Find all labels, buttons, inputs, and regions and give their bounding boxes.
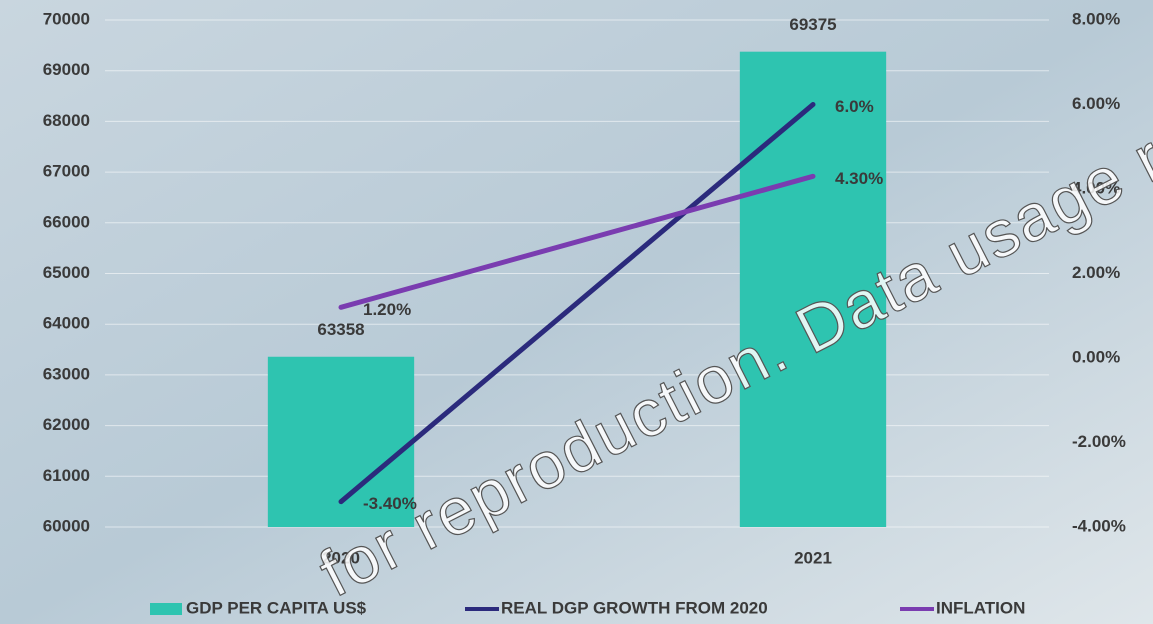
y2-tick-label: -4.00% — [1072, 516, 1126, 535]
data-label: 63358 — [317, 320, 364, 339]
y-tick-label: 63000 — [43, 364, 90, 383]
x-tick-label: 2020 — [322, 548, 360, 567]
y-tick-label: 66000 — [43, 212, 90, 231]
y-tick-label: 70000 — [43, 9, 90, 28]
y2-tick-label: 4.00% — [1072, 178, 1120, 197]
y-tick-label: 60000 — [43, 516, 90, 535]
y-tick-label: 62000 — [43, 415, 90, 434]
y2-tick-label: 8.00% — [1072, 9, 1120, 28]
data-label: -3.40% — [363, 494, 417, 513]
x-tick-label: 2021 — [794, 548, 832, 567]
y2-tick-label: 6.00% — [1072, 94, 1120, 113]
data-label: 4.30% — [835, 169, 883, 188]
y-tick-label: 67000 — [43, 162, 90, 181]
data-label: 6.0% — [835, 97, 874, 116]
y-tick-label: 64000 — [43, 314, 90, 333]
legend-swatch — [150, 603, 182, 615]
data-label: 1.20% — [363, 300, 411, 319]
y2-tick-label: 2.00% — [1072, 263, 1120, 282]
legend-label: REAL DGP GROWTH FROM 2020 — [501, 598, 768, 617]
y-tick-label: 68000 — [43, 111, 90, 130]
y2-tick-label: -2.00% — [1072, 432, 1126, 451]
y-tick-label: 65000 — [43, 263, 90, 282]
line — [338, 102, 816, 505]
bar — [739, 51, 887, 527]
y-tick-label: 61000 — [43, 466, 90, 485]
y2-tick-label: 0.00% — [1072, 347, 1120, 366]
y-tick-label: 69000 — [43, 60, 90, 79]
data-label: 69375 — [789, 15, 836, 34]
legend-label: INFLATION — [936, 598, 1025, 617]
legend-label: GDP PER CAPITA US$ — [186, 598, 367, 617]
line — [338, 173, 816, 310]
